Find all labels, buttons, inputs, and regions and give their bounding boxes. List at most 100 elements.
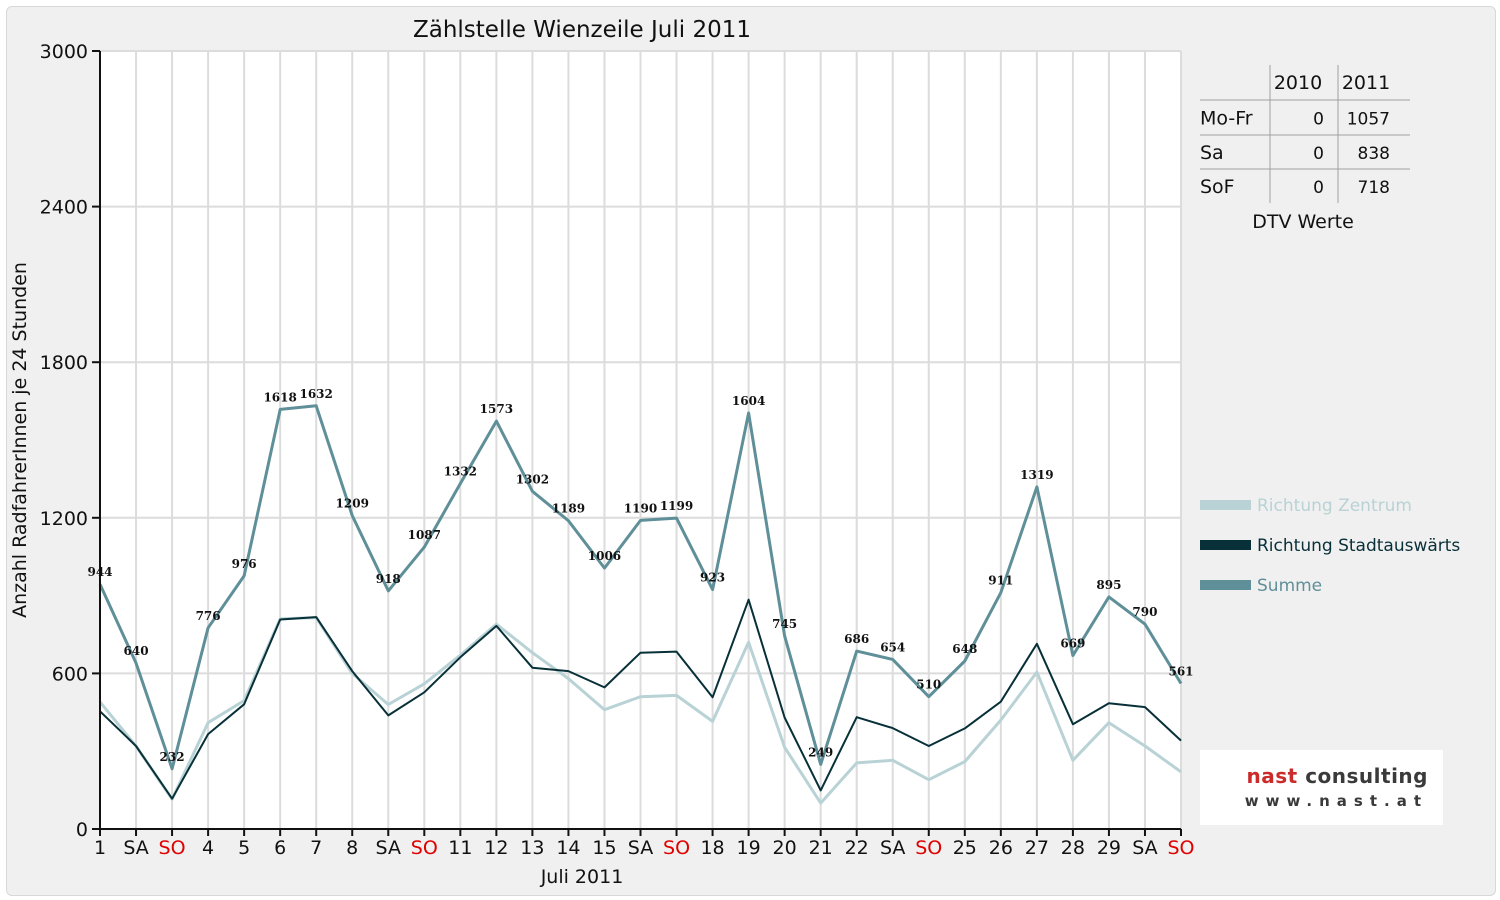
x-axis-title: Juli 2011 bbox=[540, 866, 624, 888]
table-header: 2010 bbox=[1274, 72, 1322, 94]
x-tick-label: 4 bbox=[202, 837, 214, 859]
data-label: 1573 bbox=[480, 402, 513, 416]
data-label: 640 bbox=[124, 644, 149, 658]
series-lines bbox=[98, 404, 1183, 805]
data-label: 654 bbox=[880, 640, 905, 654]
table-row-label: SoF bbox=[1200, 176, 1235, 198]
chart-title: Zählstelle Wienzeile Juli 2011 bbox=[413, 17, 751, 43]
table-cell-2011: 718 bbox=[1358, 178, 1390, 198]
x-tick-label: 25 bbox=[953, 837, 977, 859]
table-header: 2011 bbox=[1342, 72, 1390, 94]
table-cell-2010: 0 bbox=[1313, 144, 1324, 164]
y-tick-label: 600 bbox=[52, 663, 88, 685]
table-caption: DTV Werte bbox=[1252, 211, 1354, 233]
legend-swatch bbox=[1200, 580, 1251, 590]
table-row-label: Sa bbox=[1200, 142, 1224, 164]
data-label: 648 bbox=[952, 642, 977, 656]
table-cell-2011: 838 bbox=[1358, 144, 1390, 164]
data-label: 686 bbox=[844, 632, 869, 646]
data-label: 1632 bbox=[299, 387, 332, 401]
legend-entry: Richtung Stadtauswärts bbox=[1257, 536, 1460, 556]
data-label: 232 bbox=[160, 750, 185, 764]
data-label: 1302 bbox=[516, 472, 549, 486]
data-label: 776 bbox=[196, 609, 221, 623]
data-label: 561 bbox=[1168, 665, 1193, 679]
x-tick-label: SA bbox=[1132, 837, 1157, 859]
y-tick-label: 1800 bbox=[40, 352, 88, 374]
data-label: 1332 bbox=[444, 465, 477, 479]
x-tick-label: 28 bbox=[1061, 837, 1085, 859]
x-tick-label: 1 bbox=[94, 837, 106, 859]
data-label: 745 bbox=[772, 617, 797, 631]
table-cell-2011: 1057 bbox=[1347, 110, 1390, 130]
series-line-richtung-stadtausw-rts bbox=[99, 598, 1182, 800]
data-label: 1199 bbox=[660, 499, 693, 513]
x-tick-label: 8 bbox=[346, 837, 358, 859]
x-tick-label: SA bbox=[880, 837, 905, 859]
axes: 0 600 1200 1800 2400 3000 1 SA SO 4 5 6 7 8 SA SO 11 12 13… bbox=[40, 41, 1195, 859]
legend-swatch bbox=[1200, 500, 1251, 510]
data-label: 944 bbox=[87, 565, 112, 579]
logo-url: www.nast.at bbox=[1244, 792, 1428, 810]
x-tick-label: SA bbox=[376, 837, 401, 859]
x-tick-label: SO bbox=[915, 837, 942, 859]
legend-swatch bbox=[1200, 540, 1251, 550]
grid bbox=[100, 50, 1182, 829]
x-tick-label: 7 bbox=[310, 837, 322, 859]
data-label: 1319 bbox=[1020, 468, 1053, 482]
series-line-summe bbox=[98, 404, 1183, 771]
y-axis-title: Anzahl RadfahrerInnen je 24 Stunden bbox=[9, 262, 31, 618]
data-labels: 944 640 232 776 976 1618 1632 1209 918 1087 1332 15… bbox=[87, 387, 1193, 764]
legend-entry: Summe bbox=[1257, 576, 1322, 596]
x-tick-label: 26 bbox=[989, 837, 1013, 859]
data-label: 1209 bbox=[336, 496, 369, 510]
logo-name-part2: consulting bbox=[1305, 764, 1428, 788]
x-tick-label: SO bbox=[159, 837, 186, 859]
data-label: 918 bbox=[376, 572, 401, 586]
x-tick-label: SO bbox=[411, 837, 438, 859]
x-tick-label: 15 bbox=[592, 837, 616, 859]
legend-entry: Richtung Zentrum bbox=[1257, 496, 1412, 516]
x-tick-label: 11 bbox=[448, 837, 472, 859]
x-tick-label: 5 bbox=[238, 837, 250, 859]
data-label: 895 bbox=[1096, 578, 1121, 592]
x-tick-label: 14 bbox=[556, 837, 580, 859]
x-tick-label: SA bbox=[628, 837, 653, 859]
y-tick-label: 3000 bbox=[40, 41, 88, 63]
table-row-label: Mo-Fr bbox=[1200, 108, 1253, 130]
x-tick-label: 6 bbox=[274, 837, 286, 859]
data-label: 249 bbox=[808, 745, 833, 759]
x-tick-label: SO bbox=[663, 837, 690, 859]
data-label: 510 bbox=[916, 678, 941, 692]
data-label: 1190 bbox=[624, 501, 657, 515]
data-label: 1087 bbox=[408, 528, 441, 542]
x-tick-label: 13 bbox=[520, 837, 544, 859]
legend: Richtung Zentrum Richtung Stadtauswärts Su… bbox=[1200, 496, 1460, 596]
y-tick-label: 1200 bbox=[40, 508, 88, 530]
data-label: 911 bbox=[988, 574, 1013, 588]
x-tick-label: 18 bbox=[700, 837, 724, 859]
logo-name-part1: nast bbox=[1246, 764, 1298, 788]
data-label: 923 bbox=[700, 571, 725, 585]
data-label: 976 bbox=[232, 557, 257, 571]
data-label: 669 bbox=[1060, 637, 1085, 651]
x-tick-label: 19 bbox=[737, 837, 761, 859]
data-label: 790 bbox=[1132, 605, 1157, 619]
x-tick-label: 29 bbox=[1097, 837, 1121, 859]
x-tick-label: SO bbox=[1167, 837, 1194, 859]
data-label: 1189 bbox=[552, 502, 585, 516]
x-tick-label: 27 bbox=[1025, 837, 1049, 859]
y-tick-label: 0 bbox=[76, 819, 88, 841]
y-tick-label: 2400 bbox=[40, 197, 88, 219]
nast-consulting-logo: nast consulting www.nast.at bbox=[1200, 750, 1443, 825]
x-tick-label: 12 bbox=[484, 837, 508, 859]
x-tick-label: SA bbox=[123, 837, 148, 859]
x-tick-label: 20 bbox=[773, 837, 797, 859]
table-cell-2010: 0 bbox=[1313, 178, 1324, 198]
data-label: 1618 bbox=[263, 390, 296, 404]
table-cell-2010: 0 bbox=[1313, 110, 1324, 130]
logo-wordmark: nast consulting bbox=[1212, 764, 1428, 788]
data-label: 1006 bbox=[588, 549, 621, 563]
